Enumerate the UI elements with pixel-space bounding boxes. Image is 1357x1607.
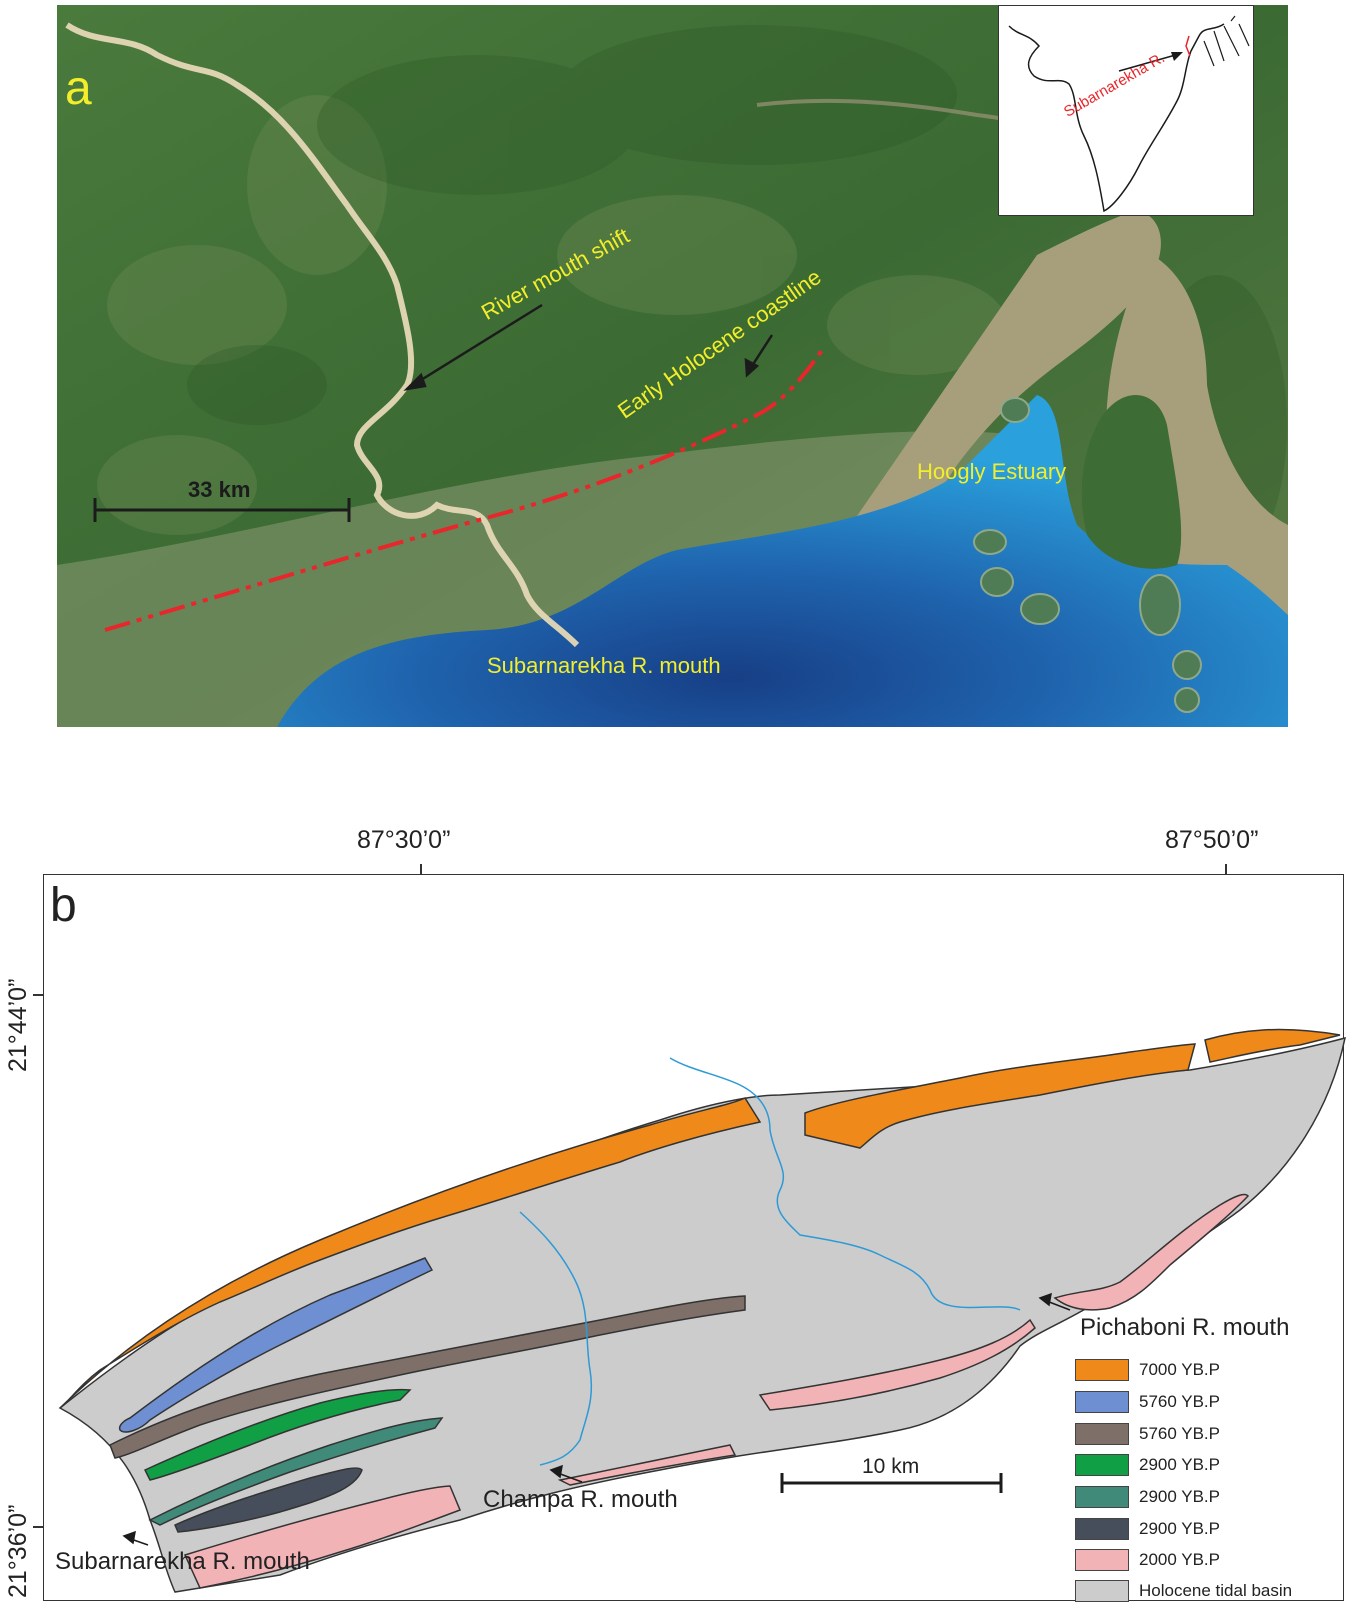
legend-swatch	[1075, 1454, 1129, 1476]
lon-label-right: 87°50’0”	[1165, 826, 1259, 854]
ridge-5760-blue	[118, 1257, 434, 1433]
river-shift-arrow	[412, 303, 543, 387]
legend-swatch	[1075, 1423, 1129, 1445]
legend-label: 5760 YB.P	[1139, 1392, 1220, 1411]
legend-swatch	[1075, 1580, 1129, 1602]
ridge-5760-brown	[109, 1295, 746, 1459]
legend-label: 5760 YB.P	[1139, 1424, 1220, 1443]
scale-label-a: 33 km	[188, 477, 251, 502]
legend-swatch	[1075, 1549, 1129, 1571]
ridge-2900-teal	[148, 1417, 444, 1526]
label-hoogly-estuary: Hoogly Estuary	[917, 459, 1067, 484]
pichaboni-arrow	[1038, 1292, 1052, 1307]
river-network	[519, 1057, 1021, 1466]
scale-label-b: 10 km	[862, 1455, 920, 1478]
subarnarekha-arrow	[122, 1530, 136, 1545]
legend-label: 7000 YB.P	[1139, 1360, 1220, 1379]
ridge-2000-south	[183, 1485, 461, 1589]
ridge-2900-green	[143, 1388, 412, 1481]
lat-tick-upper	[33, 994, 44, 996]
ridge-7000-west	[59, 1097, 762, 1409]
legend-label: 2900 YB.P	[1139, 1519, 1220, 1538]
geomorphic-map-frame	[43, 874, 1344, 1601]
india-outline	[1008, 15, 1250, 213]
panel-b-letter: b	[50, 879, 77, 932]
legend-label: Holocene tidal basin	[1139, 1581, 1293, 1600]
legend-swatch	[1075, 1391, 1129, 1413]
ridge-2000-east	[758, 1318, 1036, 1411]
lon-tick-left	[420, 864, 422, 875]
legend-swatch	[1075, 1518, 1129, 1540]
scale-bar-a	[93, 498, 351, 522]
panel-a-letter: a	[65, 62, 92, 115]
ridge-7000-central	[804, 1043, 1196, 1149]
satellite-map-panel: a 33 km River mouth shift Early Holocene…	[57, 5, 1288, 727]
scale-bar-b	[780, 1473, 1003, 1493]
lat-tick-lower	[33, 1526, 44, 1528]
legend-swatch	[1075, 1486, 1129, 1508]
legend-label: 2900 YB.P	[1139, 1487, 1220, 1506]
legend-label: 2000 YB.P	[1139, 1550, 1220, 1569]
early-holocene-coastline-line	[104, 348, 824, 632]
inset-map-india: Subarnarekha R.	[998, 5, 1254, 216]
lon-label-left: 87°30’0”	[357, 826, 451, 854]
ridge-2000-pichaboni	[1053, 1193, 1249, 1311]
label-pichaboni: Pichaboni R. mouth	[1080, 1314, 1290, 1341]
lon-tick-right	[1225, 864, 1227, 875]
champa-arrow	[549, 1464, 563, 1479]
label-subarnarekha-b: Subarnarekha R. mouth	[55, 1548, 310, 1575]
ridge-2000-champa	[557, 1444, 737, 1486]
legend-swatch	[1075, 1359, 1129, 1381]
label-subarnarekha-mouth-a: Subarnarekha R. mouth	[487, 653, 721, 678]
legend-label: 2900 YB.P	[1139, 1455, 1220, 1474]
label-champa: Champa R. mouth	[483, 1486, 678, 1513]
ridge-7000-east	[1204, 1028, 1341, 1063]
ridge-2900-dark	[174, 1467, 363, 1533]
